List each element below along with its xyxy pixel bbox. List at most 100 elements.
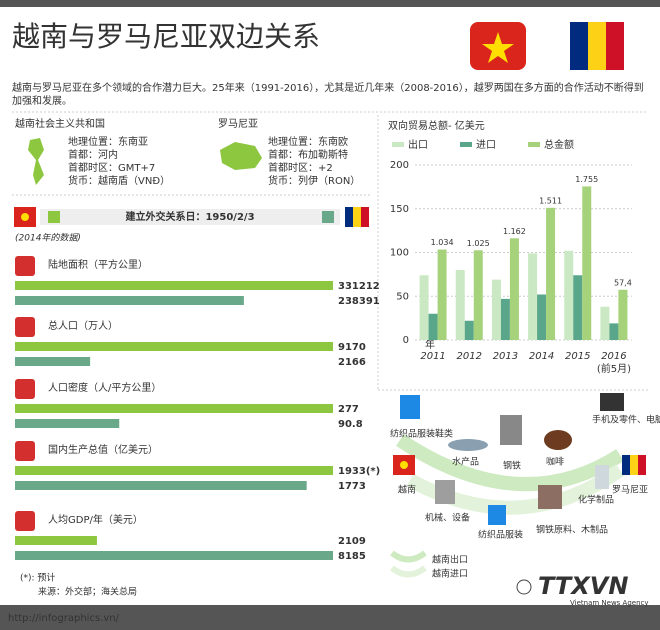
import-item: 钢铁原料、木制品 [536,524,608,536]
agency: Vietnam News Agency [570,599,649,607]
country-field: 首都时区：GMT+7 [68,161,155,174]
bar [15,481,307,490]
ro-flag-small [345,207,369,227]
icon-clothes [400,395,420,419]
bar [473,250,483,340]
value-label: 2109 [338,536,366,547]
relations-bar [40,209,340,225]
legend-label: 出口 [408,138,428,151]
intro: 越南与罗马尼亚在多个领域的合作潜力巨大。25年来（1991-2016），尤其是近… [12,83,644,107]
ro-flag-small [622,455,646,475]
url: http://infographics.vn/ [8,613,120,624]
vn-star-small [400,461,408,469]
import-item: 化学制品 [578,494,614,506]
bar [618,289,628,340]
ro-marker [322,211,334,223]
bar [609,323,619,340]
import-item: 机械、设备 [425,512,470,524]
indicator-title: 国内生产总值（亿美元） [48,443,158,456]
icon-coffee [544,430,572,450]
icon-computer [600,393,624,411]
value-label: 1.025 [467,239,490,248]
data-note: (2014年的数据) [15,233,81,244]
y-tick-label: 200 [390,160,409,171]
import-item: 纺织品服装 [478,529,523,541]
bar [15,357,91,366]
indicator-title: 总人口（万人） [48,319,118,332]
vn-star-small [21,213,29,221]
country-field: 货币：越南盾（VNĐ） [68,174,170,187]
ro-flag [570,22,624,70]
ro-map [220,142,262,170]
bar [15,419,120,428]
bar [15,342,333,351]
bar [15,466,333,475]
indicator-title: 陆地面积（平方公里） [48,258,148,271]
value-label: 277 [338,404,359,415]
value-label: 1.511 [539,196,562,205]
icon-steel [500,415,522,445]
bar [573,275,583,340]
bar [509,238,519,340]
trade-legend: 越南出口 [432,554,468,566]
bar [600,306,610,340]
bar [15,296,244,305]
country-field: 货币：列伊（RON） [268,174,360,187]
x-tick-label: 2011 [420,351,445,362]
export-item: 水产品 [452,456,479,468]
vn-marker [48,211,60,223]
chart-title: 双向贸易总额- 亿美元 [388,119,485,132]
icon-fish [448,439,488,451]
legend-label: 总金额 [544,138,574,151]
trade-legend: 越南进口 [432,568,468,580]
copyright [516,579,532,595]
export-item: 手机及零件、电脑 [592,414,660,426]
bar [464,320,474,340]
value-label: 9170 [338,342,366,353]
title: 越南与罗马尼亚双边关系 [12,20,320,53]
country-field: 地理位置：东南亚 [68,135,148,148]
indicator-title: 人口密度（人/平方公里） [48,381,161,394]
icon-wood [538,485,562,509]
value-label: 1.162 [503,227,526,236]
indicator-icon [15,511,35,531]
x-tick-note: (前5月) [597,362,631,375]
vn-map [28,138,44,185]
bar [15,551,333,560]
indicator-icon [15,441,35,461]
icon-chemical [595,465,609,489]
legend-label: 进口 [476,139,496,151]
legend-swatch [392,142,404,147]
value-label: 57,4 [614,278,632,287]
legend-swatch [460,142,472,147]
indicator-icon [15,256,35,276]
bar [15,281,333,290]
legend-import [390,565,427,578]
trade-country: 罗马尼亚 [612,485,648,496]
top-bar [0,0,660,7]
relations-date: 建立外交关系日：1950/2/3 [124,210,254,223]
legend-export [390,550,427,563]
export-item: 钢铁 [503,460,521,472]
icon-textile [488,505,506,525]
y-tick-label: 0 [403,335,409,346]
bar [564,250,574,340]
vn-star [482,32,514,63]
bar [455,270,465,340]
value-label: 1933(*) [338,466,380,477]
trade-country: 越南 [398,484,416,496]
value-label: 1.034 [431,238,454,247]
country-field: 首都：河内 [68,148,118,161]
country-field: 首都：布加勒斯特 [268,148,348,161]
value-label: 238391 [338,296,380,307]
bar [537,294,547,340]
value-label: 331212 [338,281,380,292]
bar [546,207,556,340]
y-tick-label: 50 [396,291,409,302]
brand: TTXVN [538,572,628,600]
country-field: 首都时区：+2 [268,161,333,174]
value-label: 2166 [338,357,366,368]
value-label: 1.755 [575,175,598,184]
